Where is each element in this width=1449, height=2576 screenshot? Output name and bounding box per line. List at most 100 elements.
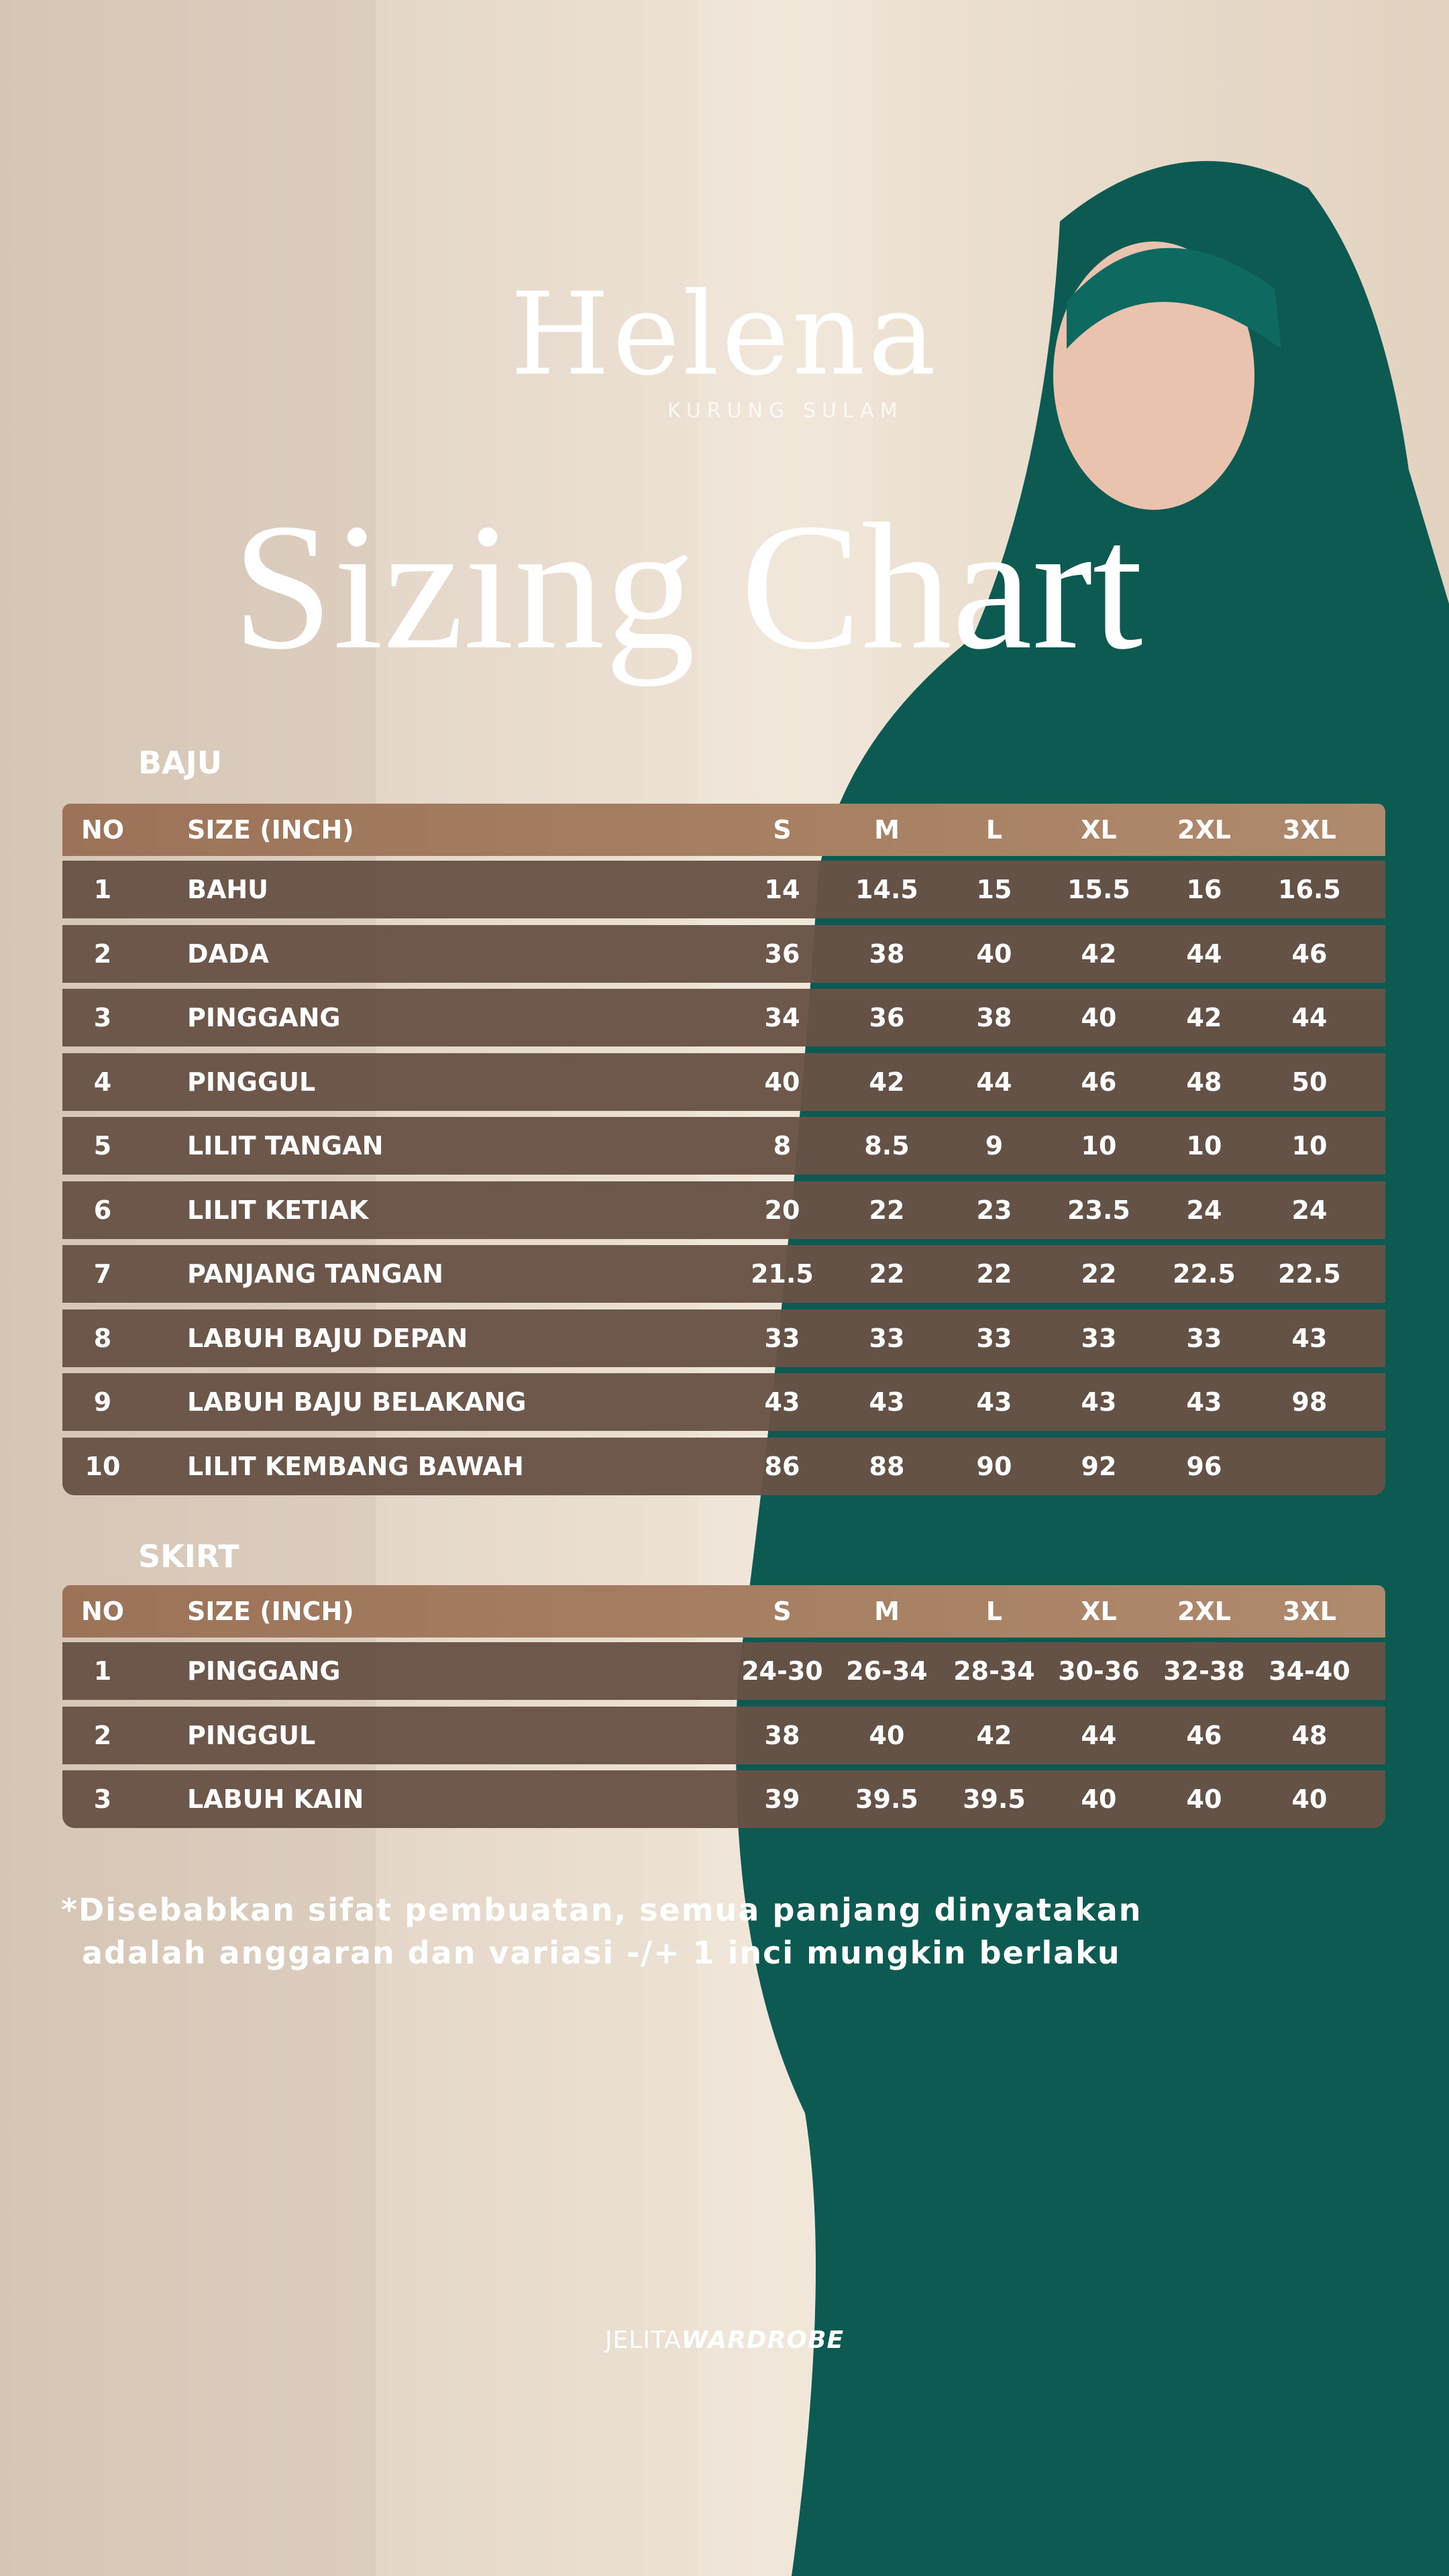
cell: 43 bbox=[869, 1387, 905, 1417]
cell: 46 bbox=[1081, 1067, 1117, 1097]
row-label: LILIT KEMBANG BAWAH bbox=[187, 1451, 524, 1481]
row-label: BAHU bbox=[187, 875, 269, 904]
row-label: LILIT TANGAN bbox=[187, 1131, 384, 1161]
table-row: 10 LILIT KEMBANG BAWAH 86 88 90 92 96 bbox=[62, 1437, 1385, 1495]
cell: 24 bbox=[1291, 1195, 1328, 1225]
table-label: SKIRT bbox=[138, 1538, 239, 1574]
table-row: 3 LABUH KAIN 39 39.5 39.5 40 40 40 bbox=[62, 1770, 1385, 1828]
cell: XL bbox=[1081, 1597, 1117, 1626]
cell: 50 bbox=[1291, 1067, 1328, 1097]
cell: S bbox=[773, 815, 792, 845]
cell: 96 bbox=[1186, 1451, 1222, 1481]
cell: 22 bbox=[869, 1195, 905, 1225]
cell: 8 bbox=[93, 1323, 112, 1353]
cell: 7 bbox=[93, 1259, 112, 1289]
cell: 34-40 bbox=[1269, 1656, 1350, 1686]
cell: 42 bbox=[1186, 1003, 1222, 1032]
cell: 10 bbox=[1081, 1131, 1117, 1161]
cell: 23 bbox=[976, 1195, 1012, 1225]
row-label: DADA bbox=[187, 938, 269, 969]
cell: 3XL bbox=[1283, 1597, 1336, 1626]
cell: L bbox=[985, 1597, 1003, 1626]
cell: 23.5 bbox=[1067, 1195, 1130, 1225]
row-label: PINGGANG bbox=[187, 1003, 341, 1032]
cell: 28-34 bbox=[953, 1656, 1035, 1686]
cell: 36 bbox=[764, 938, 800, 969]
cell: 33 bbox=[764, 1323, 800, 1353]
footer-brand-b: WARDROBE bbox=[681, 2326, 845, 2354]
row-label: LABUH BAJU BELAKANG bbox=[187, 1387, 527, 1417]
cell: 33 bbox=[869, 1323, 905, 1353]
row-label: PANJANG TANGAN bbox=[187, 1259, 443, 1289]
row-label: PINGGUL bbox=[187, 1720, 316, 1750]
cell: 48 bbox=[1291, 1720, 1328, 1750]
table-row: 8 LABUH BAJU DEPAN 33 33 33 33 33 43 bbox=[62, 1309, 1385, 1367]
note-line: adalah anggaran dan variasi -/+ 1 inci m… bbox=[82, 1935, 1121, 1971]
cell: 38 bbox=[764, 1720, 800, 1750]
cell: 43 bbox=[976, 1387, 1012, 1417]
cell: 30-36 bbox=[1058, 1656, 1140, 1686]
cell: NO bbox=[80, 815, 125, 845]
cell: 44 bbox=[1291, 1003, 1328, 1032]
cell: 14 bbox=[764, 875, 800, 904]
cell: 38 bbox=[869, 938, 905, 969]
table-label: BAJU bbox=[138, 745, 223, 781]
brand-subtitle: KURUNG SULAM bbox=[667, 399, 904, 423]
table-row: 1 BAHU 14 14.5 15 15.5 16 16.5 bbox=[62, 861, 1385, 918]
cell: 26-34 bbox=[846, 1656, 928, 1686]
cell: 42 bbox=[1081, 938, 1117, 969]
cell: 20 bbox=[764, 1195, 800, 1225]
table-header: NO SIZE (INCH) S M L XL 2XL 3XL bbox=[62, 1585, 1385, 1638]
cell: 46 bbox=[1186, 1720, 1222, 1750]
table-row: 2 DADA 36 38 40 42 44 46 bbox=[62, 924, 1385, 983]
cell: 9 bbox=[93, 1387, 112, 1417]
footer-brand: JELITAWARDROBE bbox=[0, 2326, 1449, 2354]
cell: 42 bbox=[976, 1720, 1012, 1750]
cell: 40 bbox=[1081, 1784, 1117, 1814]
cell: 39.5 bbox=[963, 1784, 1026, 1814]
table-row: 7 PANJANG TANGAN 21.5 22 22 22 22.5 22.5 bbox=[62, 1245, 1385, 1303]
cell: 8 bbox=[773, 1131, 792, 1161]
row-label: LABUH KAIN bbox=[187, 1784, 364, 1814]
cell: L bbox=[985, 815, 1003, 845]
cell: 36 bbox=[869, 1003, 905, 1032]
page-title: Sizing Chart bbox=[232, 486, 1143, 687]
cell: 10 bbox=[1291, 1131, 1328, 1161]
cell: 8.5 bbox=[864, 1131, 910, 1161]
cell: 43 bbox=[764, 1387, 800, 1417]
cell: 90 bbox=[976, 1451, 1012, 1481]
footer-brand-a: JELITA bbox=[604, 2326, 682, 2354]
cell: 33 bbox=[1081, 1323, 1117, 1353]
table-row: 2 PINGGUL 38 40 42 44 46 48 bbox=[62, 1706, 1385, 1764]
cell: 39 bbox=[764, 1784, 800, 1814]
cell: 33 bbox=[976, 1323, 1012, 1353]
cell: 22 bbox=[1081, 1259, 1117, 1289]
cell: 43 bbox=[1291, 1323, 1328, 1353]
cell: 48 bbox=[1186, 1067, 1222, 1097]
table-row: 4 PINGGUL 40 42 44 46 48 50 bbox=[62, 1053, 1385, 1111]
cell: M bbox=[874, 1597, 900, 1626]
cell: 33 bbox=[1186, 1323, 1222, 1353]
cell: 10 bbox=[85, 1451, 121, 1481]
cell: 43 bbox=[1186, 1387, 1222, 1417]
cell: 3 bbox=[93, 1784, 112, 1814]
cell: 16 bbox=[1186, 875, 1222, 904]
table-header: NO SIZE (INCH) S M L XL 2XL 3XL bbox=[62, 804, 1385, 856]
cell: 21.5 bbox=[751, 1259, 814, 1289]
cell: 22 bbox=[976, 1259, 1012, 1289]
cell: 40 bbox=[764, 1067, 800, 1097]
cell: 40 bbox=[976, 938, 1012, 969]
cell: 22.5 bbox=[1278, 1259, 1341, 1289]
cell: 9 bbox=[985, 1131, 1004, 1161]
row-label: PINGGUL bbox=[187, 1067, 316, 1097]
cell: 42 bbox=[869, 1067, 905, 1097]
cell: 44 bbox=[1186, 938, 1222, 969]
cell: 1 bbox=[93, 875, 112, 904]
cell: 34 bbox=[764, 1003, 800, 1032]
cell: 6 bbox=[93, 1195, 112, 1225]
cell: 24-30 bbox=[741, 1656, 823, 1686]
cell: 40 bbox=[1081, 1003, 1117, 1032]
cell: 2 bbox=[93, 1720, 112, 1750]
note-line: *Disebabkan sifat pembuatan, semua panja… bbox=[61, 1892, 1142, 1928]
cell: 2XL bbox=[1177, 815, 1231, 845]
